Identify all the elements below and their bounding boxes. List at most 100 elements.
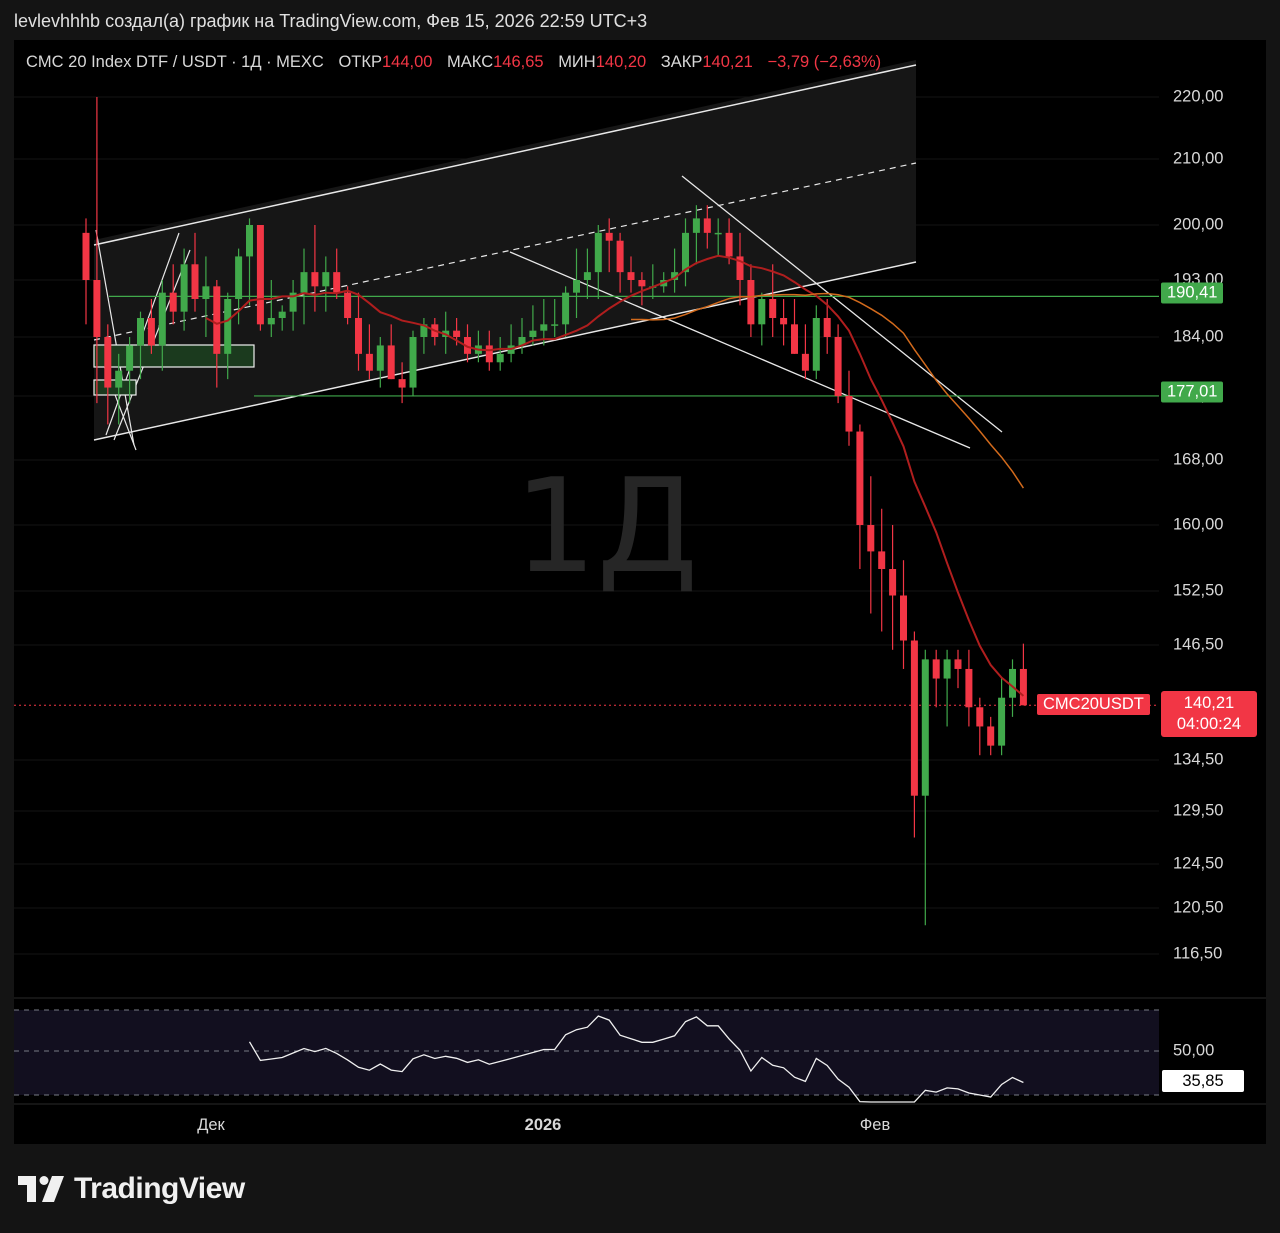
candle-body (158, 292, 166, 346)
candle-body (616, 240, 624, 273)
candle-body (627, 272, 635, 280)
candle-body (725, 232, 733, 257)
candle-body (867, 525, 875, 552)
candle-body (104, 337, 112, 388)
candle-body (147, 318, 155, 346)
candle-body (202, 286, 210, 299)
candle-body (355, 318, 362, 354)
price-label: 120,50 (1173, 898, 1224, 917)
open-value: 144,00 (381, 53, 433, 71)
candle-body (747, 280, 755, 325)
level-tag[interactable]: 177,01 (1161, 381, 1224, 403)
candle-body (573, 280, 580, 293)
candle-body (518, 337, 526, 346)
trend-line (509, 251, 971, 449)
time-label: 2026 (524, 1116, 562, 1134)
candle-body (791, 324, 798, 354)
candle-body (987, 726, 995, 746)
moving-average-line (205, 254, 1025, 697)
time-label: Фев (859, 1116, 891, 1134)
candle-body (900, 595, 907, 641)
candle-body (224, 299, 232, 354)
rsi-level-label: 50,00 (1173, 1041, 1215, 1060)
candle-body (496, 353, 504, 363)
candle-body (485, 345, 493, 363)
trend-line (681, 175, 1003, 433)
candle-body (333, 272, 341, 293)
level-tag[interactable]: 190,41 (1161, 282, 1224, 304)
price-label: 160,00 (1173, 515, 1224, 534)
candle-body (453, 330, 461, 337)
candle-body (889, 569, 897, 596)
candle-body (954, 659, 962, 669)
candle-body (780, 318, 788, 325)
channel-fill (94, 60, 916, 440)
candle-body (910, 640, 918, 796)
candle-body (682, 232, 689, 273)
symbol-legend: CMC 20 Index DTF / USDT · 1Д · MEXC ОТКР… (26, 53, 881, 72)
candle-body (965, 668, 973, 708)
chart-caption: levlevhhhb создал(а) график на TradingVi… (14, 11, 648, 31)
candle-body (322, 272, 330, 287)
candle-body (235, 256, 243, 299)
change-value: −3,79 (−2,63%) (767, 53, 882, 71)
low-value: 140,20 (595, 53, 647, 71)
price-label: 220,00 (1173, 87, 1224, 106)
candle-body (267, 318, 275, 325)
candle-body (736, 256, 744, 280)
price-label: 146,50 (1173, 635, 1224, 654)
bar-countdown: 04:00:24 (1176, 715, 1242, 733)
candle-body (801, 353, 809, 371)
symbol-price-tag: CMC20USDT (1037, 694, 1150, 715)
last-price: 140,21 (1183, 694, 1235, 712)
candle-body (387, 345, 395, 380)
chart-frame[interactable]: 1Д CMC 20 Index DTF / USDT · 1Д · MEXC О… (14, 40, 1266, 1144)
rsi-value-tag: 35,85 (1162, 1070, 1244, 1092)
rsi-band (14, 1010, 1159, 1095)
candle-body (311, 272, 319, 287)
candle-body (278, 311, 286, 318)
price-label: 129,50 (1173, 801, 1224, 820)
candle-body (812, 318, 820, 371)
candle-body (856, 431, 864, 525)
candle-body (344, 292, 352, 318)
candle-body (551, 324, 559, 326)
rsi-line (248, 1015, 1024, 1103)
interval-watermark: 1Д (514, 450, 699, 602)
candle-body (529, 330, 537, 337)
candle-body (758, 299, 766, 325)
chart-canvas[interactable] (14, 40, 1266, 1144)
candle-body (376, 345, 384, 371)
price-label: 184,00 (1173, 327, 1224, 346)
candle-body (594, 232, 602, 273)
candle-body (562, 292, 570, 325)
price-label: 210,00 (1173, 149, 1224, 168)
candle-body (115, 370, 123, 388)
candle-body (605, 232, 613, 241)
candle-body (126, 345, 134, 371)
price-label: 152,50 (1173, 581, 1224, 600)
candle-body (583, 272, 591, 280)
candle-body (464, 337, 471, 354)
price-label: 124,50 (1173, 854, 1224, 873)
candle-body (998, 697, 1006, 746)
time-label: Дек (197, 1116, 225, 1134)
high-label: МАКС (447, 53, 494, 71)
candle-body (932, 659, 940, 679)
candle-body (692, 218, 700, 233)
price-label: 168,00 (1173, 450, 1224, 469)
tradingview-logo[interactable]: TradingView (18, 1172, 245, 1206)
trend-line (95, 229, 135, 446)
candle-body (921, 659, 929, 796)
candle-body (1019, 668, 1027, 706)
candle-body (878, 551, 886, 569)
price-label: 116,50 (1173, 944, 1223, 963)
channel-lower-line (93, 261, 917, 441)
candle-body (823, 318, 831, 337)
symbol-title[interactable]: CMC 20 Index DTF / USDT · 1Д · MEXC (26, 53, 324, 71)
close-label: ЗАКР (660, 53, 703, 71)
channel-upper-line (93, 64, 917, 246)
channel-mid-line (93, 162, 917, 341)
candle-body (213, 286, 221, 354)
candle-body (169, 292, 177, 312)
